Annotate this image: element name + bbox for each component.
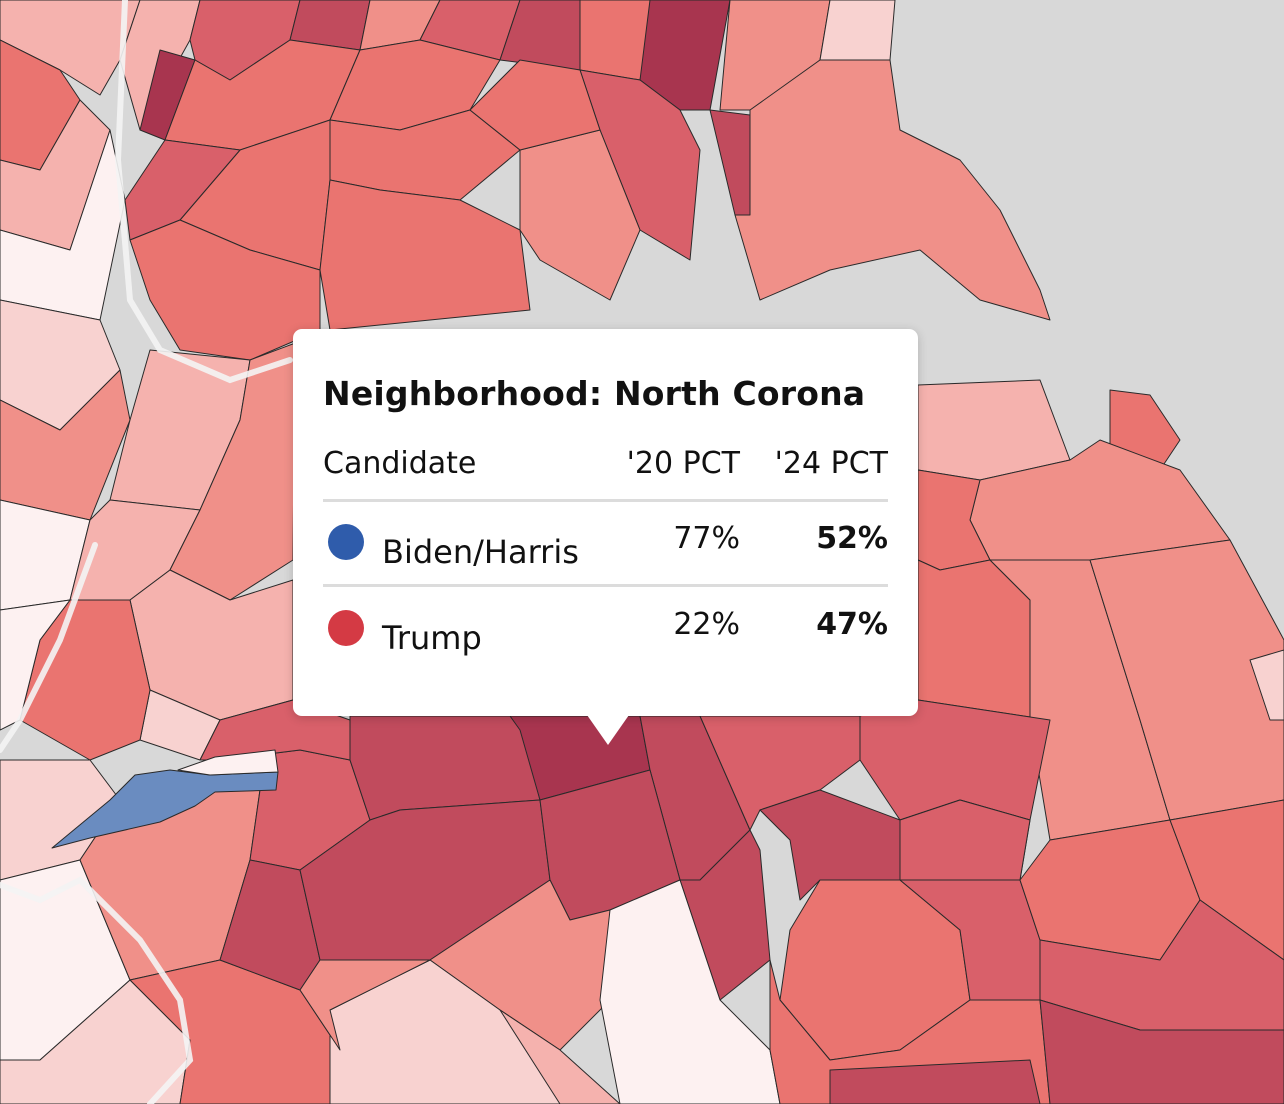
party-dot-icon [328,610,364,646]
map-region[interactable] [1089,539,1284,821]
header-divider [323,499,888,502]
row-divider [323,584,888,587]
map-region[interactable] [299,959,431,1051]
map-region[interactable] [899,799,1031,881]
header-candidate: Candidate [323,446,477,481]
header-pct-2020: '20 PCT [626,446,740,481]
pct-2020-value: 77% [673,521,740,556]
map-region[interactable] [1039,999,1284,1104]
map-region[interactable] [499,1009,621,1104]
map-region[interactable] [124,139,241,241]
candidate-row-biden-harris: Biden/Harris 77% 52% [323,519,888,579]
map-region[interactable] [819,0,896,61]
map-region[interactable] [1169,799,1284,961]
highway-line [114,0,293,384]
candidate-name: Trump [382,619,482,657]
map-region[interactable] [177,749,279,776]
tooltip-title: Neighborhood: North Corona [323,374,866,413]
map-region-dem[interactable] [51,769,279,849]
map-region[interactable] [734,59,1051,321]
tooltip-pointer [587,715,629,745]
pct-2024-value: 47% [816,607,888,642]
candidate-name: Biden/Harris [382,533,579,571]
neighborhood-tooltip: Neighborhood: North Corona Candidate '20… [293,329,918,745]
header-pct-2024: '24 PCT [774,446,888,481]
map-region[interactable] [1249,649,1284,721]
map-region[interactable] [639,0,731,111]
map-region[interactable] [0,599,71,731]
map-region[interactable] [469,59,601,151]
highway-line [0,876,194,1104]
pct-2024-value: 52% [816,521,888,556]
candidate-row-trump: Trump 22% 47% [323,605,888,665]
party-dot-icon [328,524,364,560]
pct-2020-value: 22% [673,607,740,642]
map-region[interactable] [829,1059,1041,1104]
map-region[interactable] [0,0,141,96]
highway-line [0,542,98,753]
